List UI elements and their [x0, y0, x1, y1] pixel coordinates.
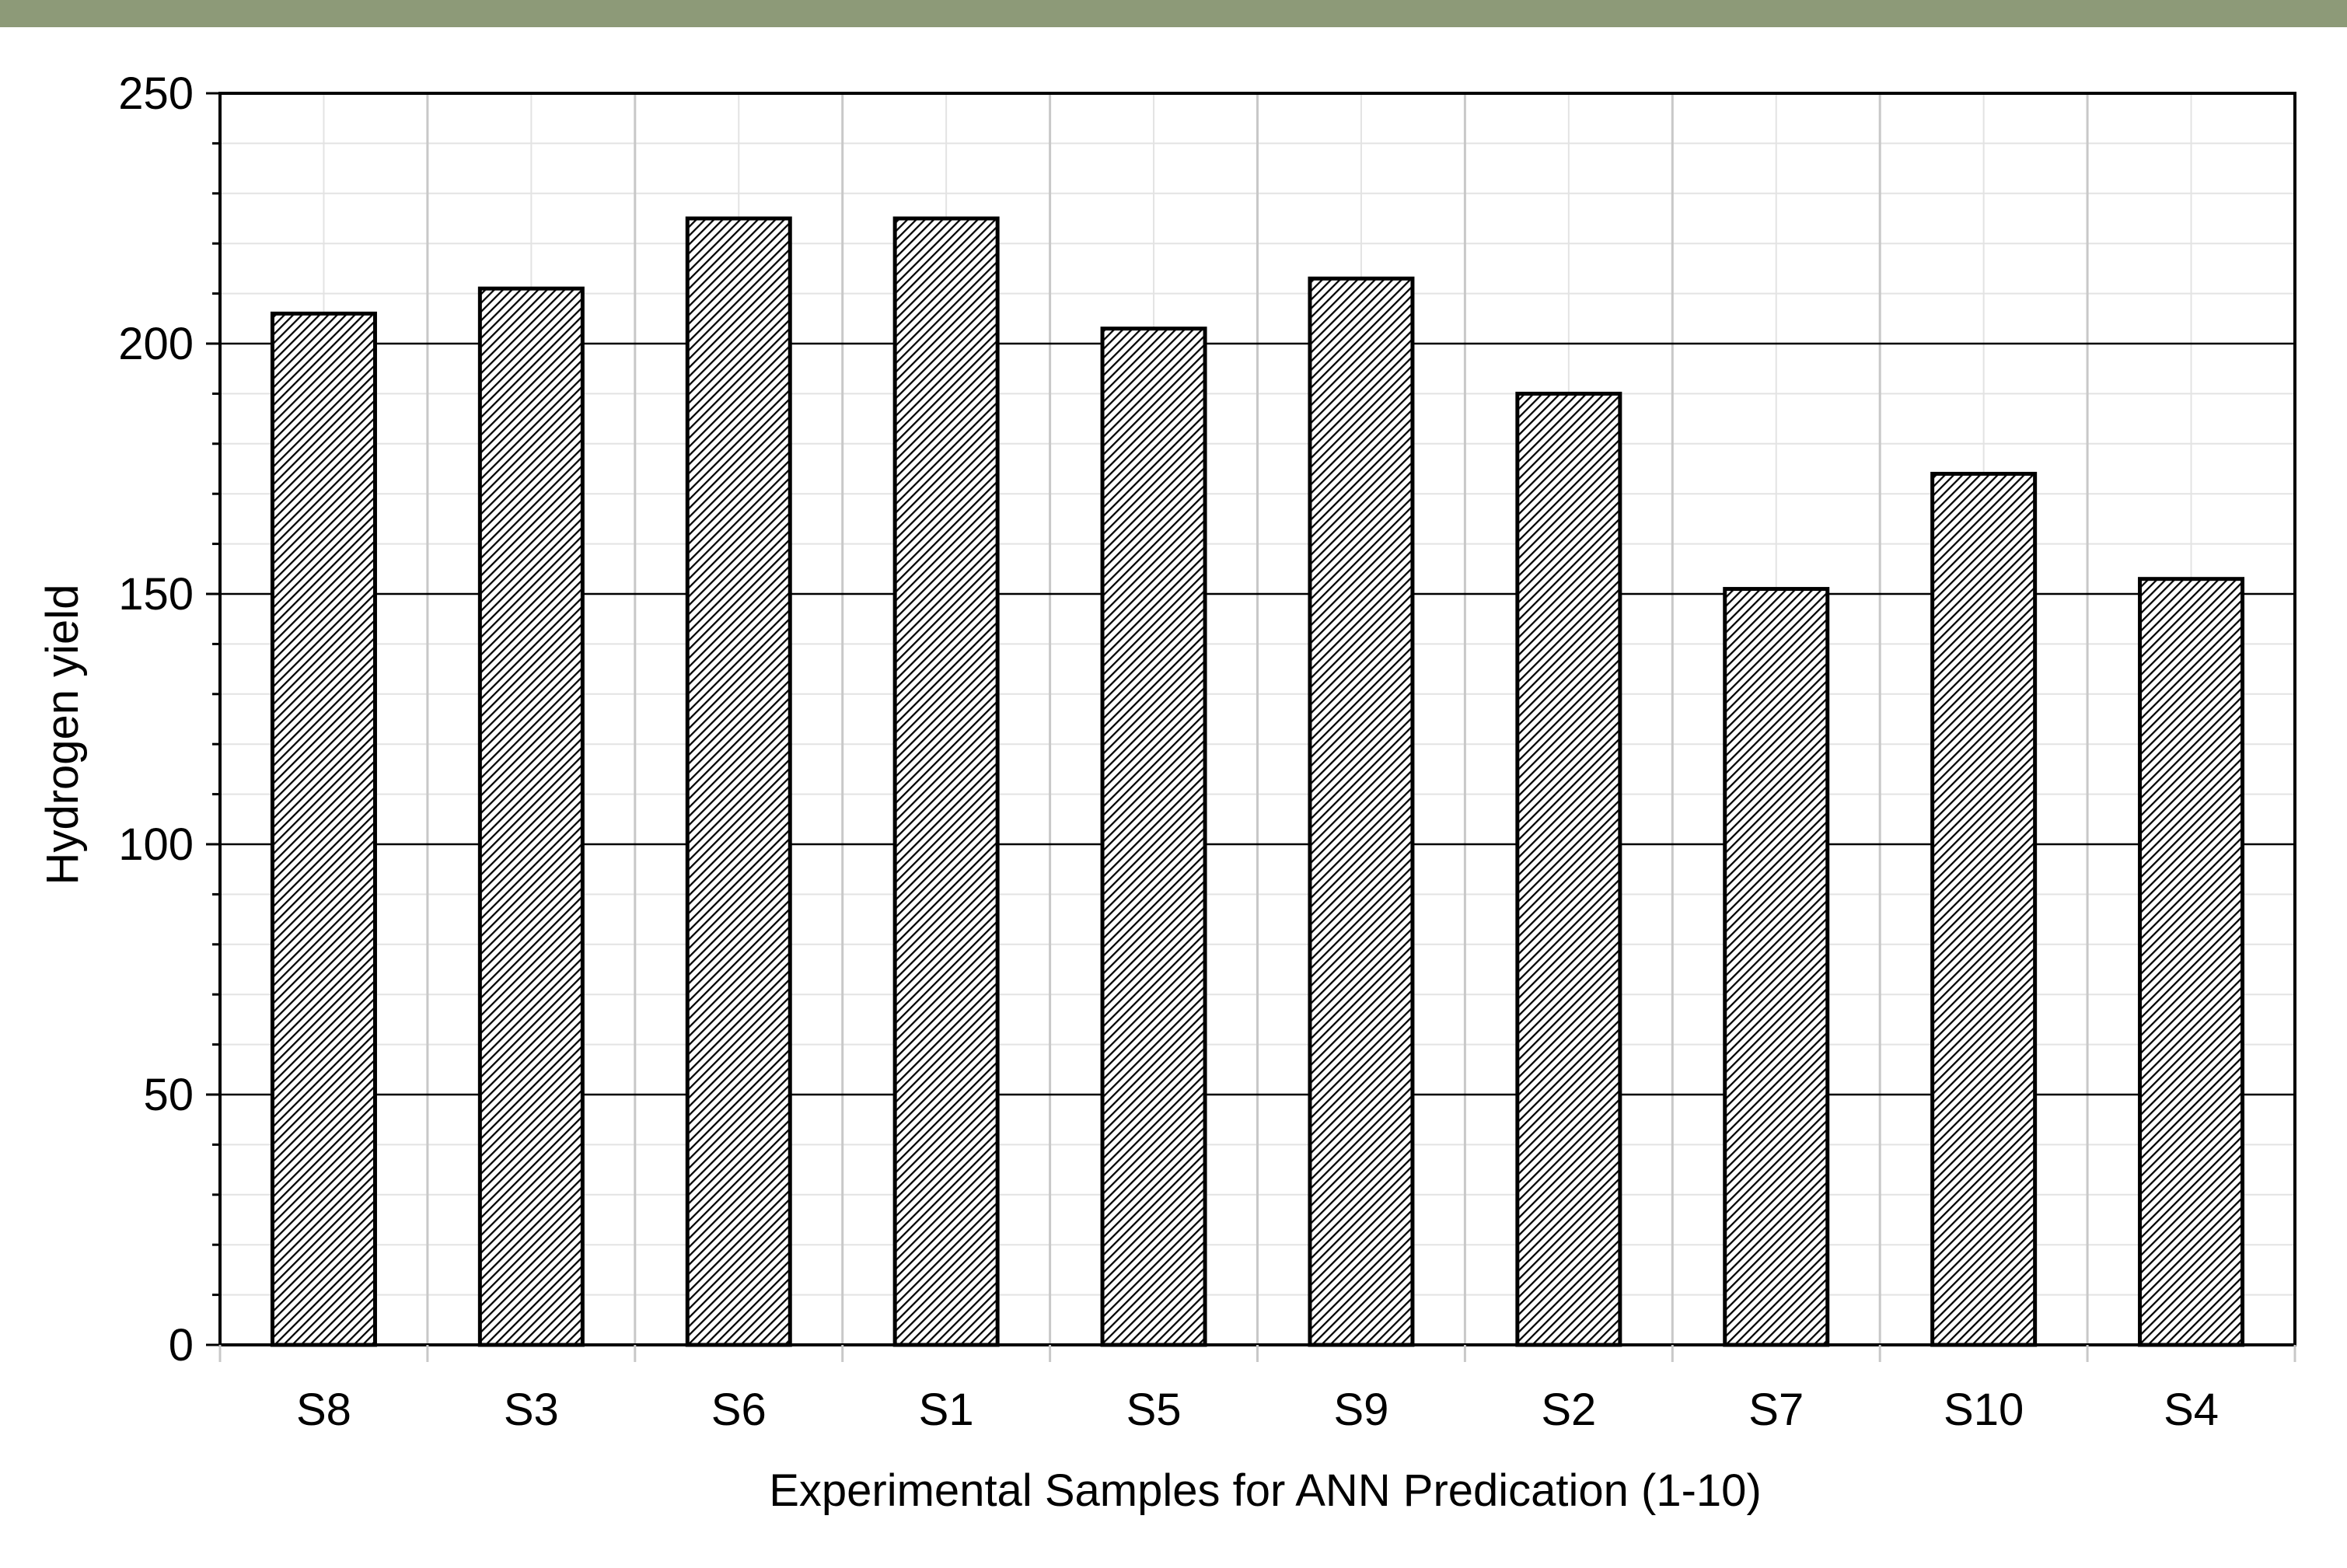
x-axis-title: Experimental Samples for ANN Predication… [769, 1465, 1762, 1516]
y-tick-label: 200 [118, 319, 194, 369]
bar-s6 [685, 216, 792, 1347]
bar-s8 [270, 311, 377, 1347]
bar-s5 [1100, 327, 1207, 1347]
x-tick-label: S4 [2164, 1385, 2219, 1435]
x-tick-label: S5 [1126, 1385, 1182, 1435]
y-tick-label: 150 [118, 569, 194, 620]
chart-bars [270, 216, 2245, 1347]
x-tick-label: S7 [1748, 1385, 1804, 1435]
bar-s10 [1930, 471, 2038, 1347]
bar-s9 [1308, 276, 1415, 1347]
y-tick-label: 250 [118, 68, 194, 119]
x-tick-label: S9 [1333, 1385, 1388, 1435]
chart-labels: Experimental Samples for ANN Predication… [37, 68, 2219, 1516]
bar-s2 [1515, 391, 1622, 1347]
y-tick-label: 0 [169, 1320, 194, 1371]
y-tick-label: 100 [118, 819, 194, 870]
top-color-band [0, 0, 2347, 27]
x-tick-label: S10 [1944, 1385, 2024, 1435]
bar-s3 [477, 286, 585, 1347]
x-tick-label: S2 [1541, 1385, 1596, 1435]
y-axis-title: Hydrogen yield [37, 585, 88, 885]
bar-s4 [2138, 577, 2245, 1347]
x-tick-label: S1 [919, 1385, 974, 1435]
chart-axes [206, 92, 2296, 1362]
bar-s1 [892, 216, 1000, 1347]
x-tick-label: S3 [504, 1385, 559, 1435]
y-tick-label: 50 [143, 1070, 194, 1120]
x-tick-label: S8 [296, 1385, 351, 1435]
bar-s7 [1723, 587, 1830, 1347]
x-tick-label: S6 [711, 1385, 767, 1435]
